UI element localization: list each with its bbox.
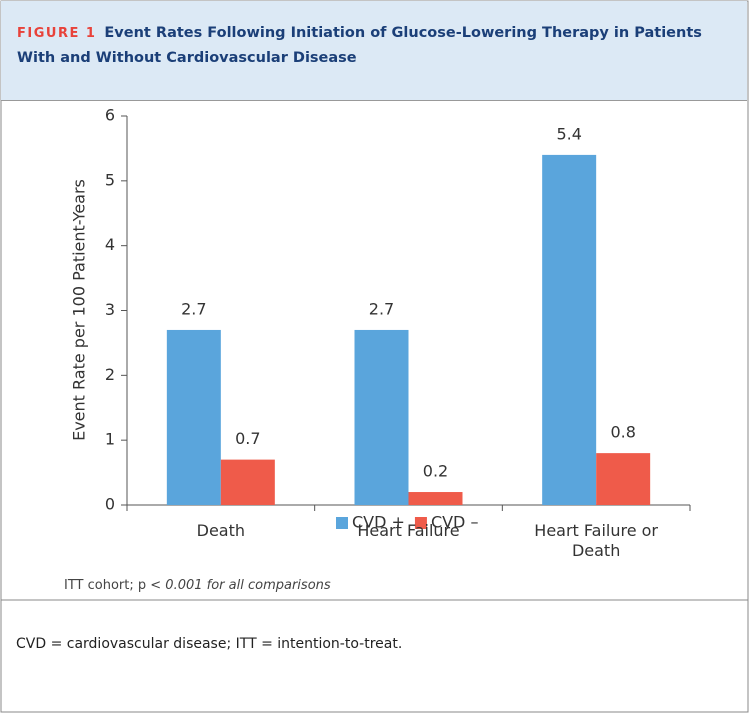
y-axis-label: Event Rate per 100 Patient-Years bbox=[70, 179, 89, 441]
figure-title: Event Rates Following Initiation of Gluc… bbox=[17, 25, 702, 66]
header: FIGURE 1 Event Rates Following Initiation… bbox=[1, 1, 747, 101]
annotation-text: ITT cohort; p < bbox=[64, 578, 162, 593]
legend-swatch bbox=[414, 517, 427, 529]
value-label: 2.7 bbox=[369, 299, 394, 318]
x-tick-label: Heart Failure or Death bbox=[534, 521, 659, 560]
annotation-italic: 0.001 for all comparisons bbox=[165, 578, 331, 593]
value-label: 5.4 bbox=[556, 124, 581, 143]
y-tick-label: 5 bbox=[105, 170, 115, 189]
y-tick-label: 3 bbox=[105, 300, 115, 319]
legend-label: CVD – bbox=[431, 513, 479, 532]
header-text: FIGURE 1 Event Rates Following Initiation… bbox=[17, 21, 727, 71]
x-tick-label: Death bbox=[196, 521, 246, 540]
bar bbox=[596, 453, 651, 505]
value-label: 0.2 bbox=[423, 462, 448, 481]
caption: CVD = cardiovascular disease; ITT = inte… bbox=[16, 636, 403, 652]
bar bbox=[542, 154, 597, 505]
bar bbox=[220, 459, 275, 505]
figure-label: FIGURE 1 bbox=[17, 26, 97, 41]
bar bbox=[408, 492, 463, 505]
bar bbox=[166, 329, 221, 505]
value-label: 0.8 bbox=[610, 423, 635, 442]
legend-label: CVD + bbox=[352, 513, 405, 532]
y-tick-label: 2 bbox=[105, 365, 115, 384]
y-tick-label: 0 bbox=[105, 495, 115, 514]
annotation: ITT cohort; p < 0.001 for all comparison… bbox=[64, 578, 331, 593]
legend-swatch bbox=[336, 517, 348, 529]
bar bbox=[354, 329, 409, 505]
value-label: 0.7 bbox=[235, 429, 260, 448]
y-tick-label: 4 bbox=[105, 235, 115, 254]
value-label: 2.7 bbox=[181, 299, 206, 318]
y-tick-label: 6 bbox=[105, 106, 115, 125]
x-tick-label: Heart Failure bbox=[357, 521, 460, 540]
y-tick-label: 1 bbox=[105, 430, 115, 449]
